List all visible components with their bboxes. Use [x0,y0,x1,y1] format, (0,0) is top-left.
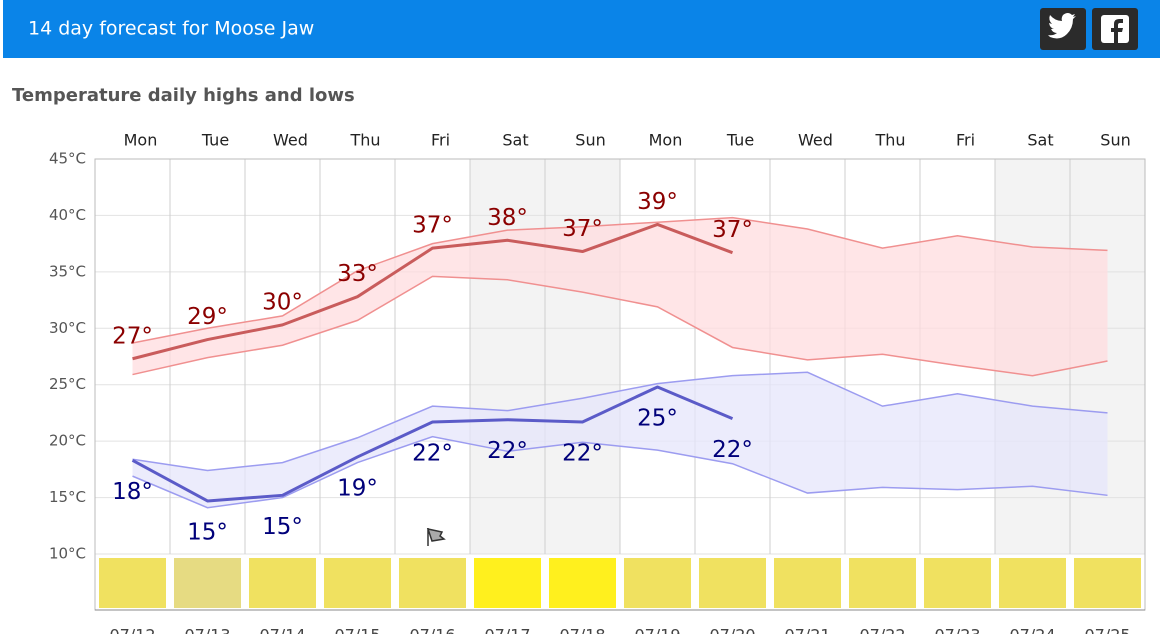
day-label: Fri [956,131,975,150]
weather-icon [999,558,1066,608]
value-label: 18° [112,479,153,505]
day-label: Fri [431,131,450,150]
y-tick-label: 15°C [49,488,86,506]
range-area [132,217,1108,376]
y-tick-label: 20°C [49,432,86,450]
day-label: Thu [349,131,380,150]
value-label: 22° [712,437,753,463]
day-label: Mon [649,131,683,150]
value-label: 25° [637,405,678,431]
temp-line [132,222,734,361]
y-tick-label: 30°C [49,319,86,337]
date-label: 07/14 [259,626,305,634]
date-label: 07/15 [334,626,380,634]
value-label: 37° [712,217,753,243]
value-label: 15° [262,514,303,540]
day-label: Sat [1027,131,1053,150]
day-label: Tue [726,131,754,150]
day-label: Sun [1100,131,1130,150]
range-area [132,372,1108,508]
facebook-button[interactable] [1092,8,1138,50]
value-label: 15° [187,519,228,545]
value-label: 22° [487,438,528,464]
date-label: 07/23 [934,626,980,634]
value-label: 38° [487,205,528,231]
day-label: Wed [798,131,833,150]
weather-icon [549,558,616,608]
day-label: Thu [874,131,905,150]
weather-icon [474,558,541,608]
weather-icon [99,558,166,608]
weekend-shade [470,159,545,554]
date-label: 07/20 [709,626,755,634]
y-tick-label: 35°C [49,262,86,280]
date-label: 07/13 [184,626,230,634]
header-title: 14 day forecast for Moose Jaw [28,18,314,40]
date-label: 07/25 [1084,626,1130,634]
value-label: 33° [337,261,378,287]
temp-line [131,385,734,503]
date-label: 07/22 [859,626,905,634]
range-lower [132,275,1108,377]
value-label: 37° [412,213,453,239]
date-label: 07/16 [409,626,455,634]
date-label: 07/24 [1009,626,1055,634]
value-label: 27° [112,323,153,349]
chart-title: Temperature daily highs and lows [12,85,355,106]
value-label: 19° [337,475,378,501]
date-label: 07/18 [559,626,605,634]
y-tick-label: 25°C [49,375,86,393]
weather-icon [774,558,841,608]
day-label: Sat [502,131,528,150]
value-label: 22° [562,440,603,466]
date-label: 07/19 [634,626,680,634]
date-label: 07/21 [784,626,830,634]
twitter-button[interactable] [1040,8,1086,50]
weather-icon [249,558,316,608]
value-label: 22° [412,440,453,466]
y-tick-label: 40°C [49,206,86,224]
y-tick-label: 45°C [49,150,86,168]
weather-icon [174,558,241,608]
weather-icon [624,558,691,608]
wind-icon [426,527,446,546]
day-label: Mon [124,131,158,150]
y-tick-label: 10°C [49,545,86,563]
range-upper [132,216,1108,344]
date-label: 07/17 [484,626,530,634]
date-label: 07/12 [109,626,155,634]
weather-icon [1074,558,1141,608]
header-bar [3,0,1160,58]
value-label: 39° [637,189,678,215]
range-upper [132,371,1108,472]
weather-icon [399,558,466,608]
day-label: Sun [575,131,605,150]
weather-icon [324,558,391,608]
value-label: 29° [187,304,228,330]
weather-icon [924,558,991,608]
day-label: Wed [273,131,308,150]
weather-icon [849,558,916,608]
day-label: Tue [201,131,229,150]
range-lower [132,435,1108,509]
weather-icon [699,558,766,608]
value-label: 37° [562,216,603,242]
value-label: 30° [262,289,303,315]
